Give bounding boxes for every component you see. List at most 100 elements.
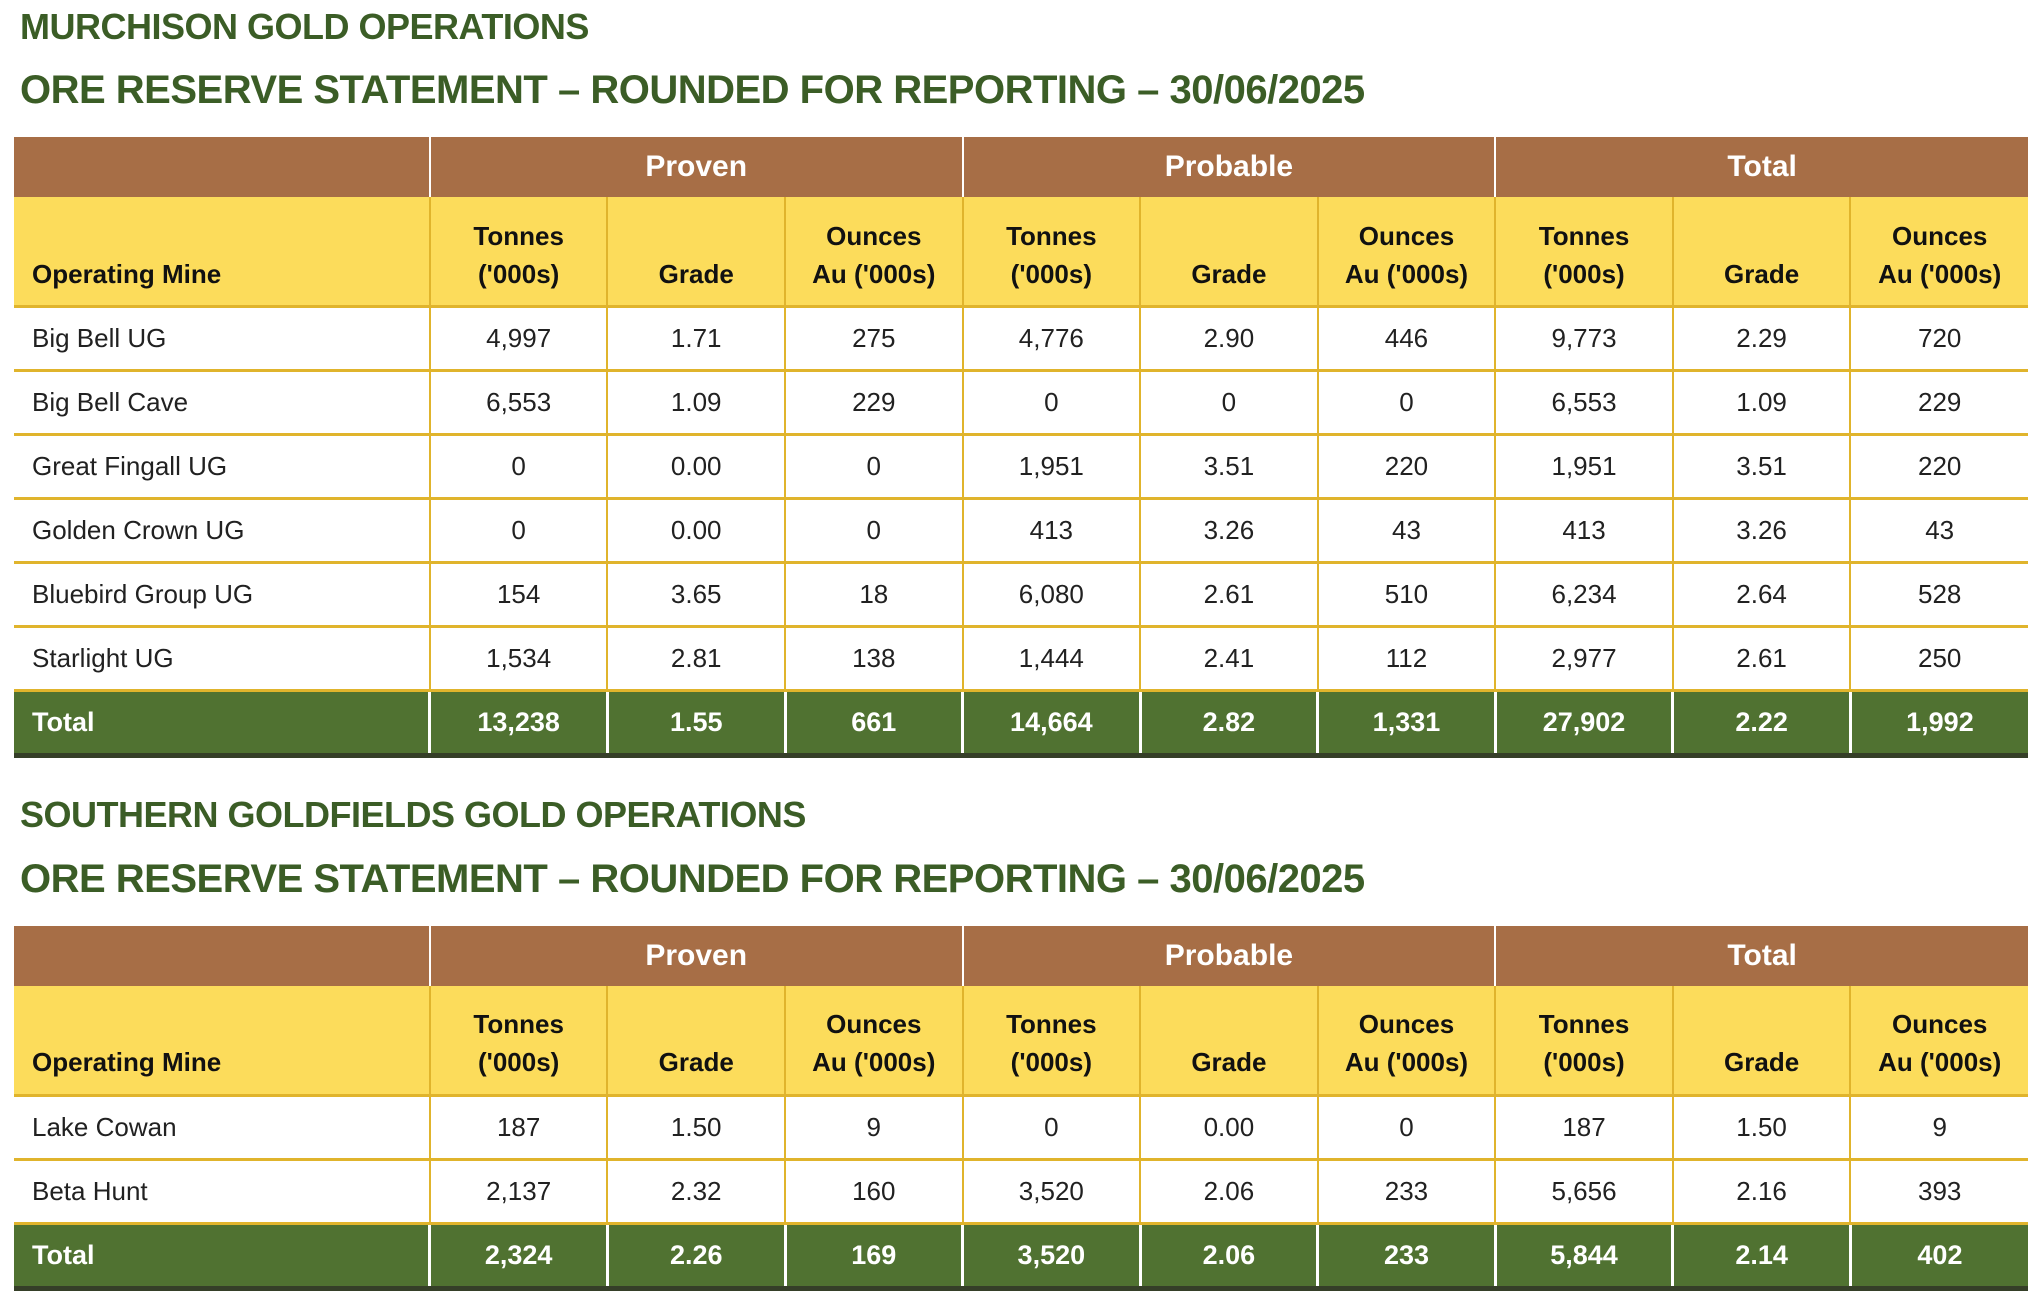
value-cell: 0 — [428, 433, 609, 501]
value-cell: 446 — [1316, 305, 1497, 373]
table-body: Lake Cowan 187 1.50 9 0 0.00 0 187 1.50 9 Beta Hun… — [14, 1093, 2028, 1225]
value-cell: 0.00 — [606, 433, 786, 501]
value-cell: 0 — [784, 433, 964, 501]
value-cell: 0 — [961, 369, 1142, 437]
table-head: Proven Probable Total Operating Mine Tonnes(… — [14, 137, 2028, 307]
total-row: Total 13,238 1.55 661 14,664 2.82 1,331 27,902 2… — [14, 690, 2028, 759]
value-cell: 4,776 — [961, 305, 1142, 373]
table-row: Lake Cowan 187 1.50 9 0 0.00 0 187 1.50 9 — [14, 1093, 2028, 1161]
column-header-cell: Tonnes ('000s) — [961, 985, 1141, 1096]
mine-name-cell: Big Bell Cave — [14, 369, 431, 437]
total-value-cell: 233 — [1316, 1223, 1496, 1291]
total-value-cell: 2,324 — [428, 1223, 608, 1291]
value-cell: 3.26 — [1139, 497, 1319, 565]
column-header-cell: Ounces Au ('000s) — [784, 985, 963, 1096]
table-row: Great Fingall UG 0 0.00 0 1,951 3.51 220 1,951 3… — [14, 433, 2028, 501]
column-header-line: Au ('000s) — [1344, 258, 1469, 289]
total-value-cell: 169 — [783, 1223, 963, 1291]
total-label-cell: Total — [14, 1223, 430, 1291]
column-header-cell: Tonnes ('000s) — [428, 197, 608, 307]
corner-cell — [14, 925, 430, 986]
value-cell: 0 — [428, 497, 609, 565]
value-cell: 187 — [1494, 1093, 1674, 1161]
value-cell: 187 — [428, 1093, 609, 1161]
group-header-cell: Probable — [961, 137, 1496, 198]
total-value-cell: 402 — [1848, 1223, 2028, 1291]
statement-title: ORE RESERVE STATEMENT – ROUNDED FOR REPO… — [20, 68, 1365, 113]
column-header-line: Grade — [658, 1047, 734, 1078]
total-value-cell: 5,844 — [1493, 1223, 1673, 1291]
mine-name-cell: Bluebird Group UG — [14, 561, 431, 629]
column-header-line: Tonnes — [1538, 221, 1630, 252]
table-head: Proven Probable Total Operating Mine Tonnes(… — [14, 925, 2028, 1096]
total-value-cell: 2.26 — [605, 1223, 785, 1291]
total-value-cell: 27,902 — [1493, 690, 1673, 759]
value-cell: 233 — [1316, 1157, 1497, 1225]
value-cell: 413 — [1494, 497, 1674, 565]
value-cell: 1,534 — [428, 625, 609, 693]
operations-section: MURCHISON GOLD OPERATIONS ORE RESERVE ST… — [14, 6, 2028, 759]
value-cell: 229 — [1849, 369, 2028, 437]
table-foot: Total 13,238 1.55 661 14,664 2.82 1,331 27,902 2… — [14, 690, 2028, 759]
table-foot: Total 2,324 2.26 169 3,520 2.06 233 5,844 2.14 40… — [14, 1223, 2028, 1291]
column-header-cell: Ounces Au ('000s) — [1316, 197, 1496, 307]
group-header-cell: Proven — [428, 137, 963, 198]
value-cell: 9 — [1849, 1093, 2028, 1161]
total-label-cell: Total — [14, 690, 430, 759]
value-cell: 3,520 — [961, 1157, 1142, 1225]
value-cell: 0.00 — [1139, 1093, 1319, 1161]
value-cell: 3.51 — [1671, 433, 1852, 501]
column-header-line: Tonnes — [1538, 1009, 1630, 1040]
value-cell: 2.16 — [1671, 1157, 1852, 1225]
value-cell: 2.29 — [1671, 305, 1852, 373]
table-column-header-row: Operating Mine Tonnes ('000s) Grade Ounces Au… — [14, 985, 2028, 1096]
value-cell: 3.51 — [1139, 433, 1319, 501]
total-value-cell: 1,331 — [1316, 690, 1496, 759]
value-cell: 4,997 — [428, 305, 609, 373]
sections-container: MURCHISON GOLD OPERATIONS ORE RESERVE ST… — [14, 6, 2028, 1291]
column-header-cell: Ounces Au ('000s) — [1849, 985, 2028, 1096]
value-cell: 18 — [784, 561, 964, 629]
value-cell: 2.90 — [1139, 305, 1319, 373]
value-cell: 1.09 — [1671, 369, 1852, 437]
value-cell: 6,553 — [428, 369, 609, 437]
table-group-header-row: Proven Probable Total — [14, 925, 2028, 986]
table-group-header-row: Proven Probable Total — [14, 137, 2028, 198]
value-cell: 154 — [428, 561, 609, 629]
total-value-cell: 2.06 — [1138, 1223, 1318, 1291]
value-cell: 138 — [784, 625, 964, 693]
group-header-cell: Total — [1494, 925, 2028, 986]
table-row: Big Bell UG 4,997 1.71 275 4,776 2.90 446 9,773… — [14, 305, 2028, 373]
value-cell: 0 — [1139, 369, 1319, 437]
mine-name-cell: Lake Cowan — [14, 1093, 431, 1161]
mine-name-cell: Starlight UG — [14, 625, 431, 693]
column-header-line: Ounces — [826, 221, 922, 252]
column-header-cell: Grade — [606, 985, 785, 1096]
value-cell: 528 — [1849, 561, 2028, 629]
value-cell: 5,656 — [1494, 1157, 1674, 1225]
value-cell: 250 — [1849, 625, 2028, 693]
value-cell: 1,951 — [1494, 433, 1674, 501]
column-header-line: ('000s) — [1010, 1047, 1093, 1078]
value-cell: 6,234 — [1494, 561, 1674, 629]
column-header-cell: Grade — [1671, 985, 1851, 1096]
value-cell: 2,137 — [428, 1157, 609, 1225]
value-cell: 1.50 — [606, 1093, 786, 1161]
value-cell: 2.81 — [606, 625, 786, 693]
mine-name-cell: Beta Hunt — [14, 1157, 431, 1225]
column-header-cell: Grade — [606, 197, 785, 307]
ore-reserve-table: Proven Probable Total Operating Mine Tonnes(… — [14, 925, 2028, 1291]
value-cell: 6,553 — [1494, 369, 1674, 437]
column-header-line: Grade — [1191, 1047, 1267, 1078]
table-column-header-row: Operating Mine Tonnes ('000s) Grade Ounces Au… — [14, 197, 2028, 307]
value-cell: 220 — [1849, 433, 2028, 501]
table-row: Starlight UG 1,534 2.81 138 1,444 2.41 112 2,97… — [14, 625, 2028, 693]
mine-name-cell: Big Bell UG — [14, 305, 431, 373]
column-header-cell: Ounces Au ('000s) — [1316, 985, 1496, 1096]
value-cell: 2.32 — [606, 1157, 786, 1225]
total-value-cell: 661 — [783, 690, 963, 759]
column-header-line: Grade — [1191, 258, 1267, 289]
column-header-line: Grade — [1724, 258, 1800, 289]
value-cell: 3.65 — [606, 561, 786, 629]
value-cell: 2.61 — [1139, 561, 1319, 629]
